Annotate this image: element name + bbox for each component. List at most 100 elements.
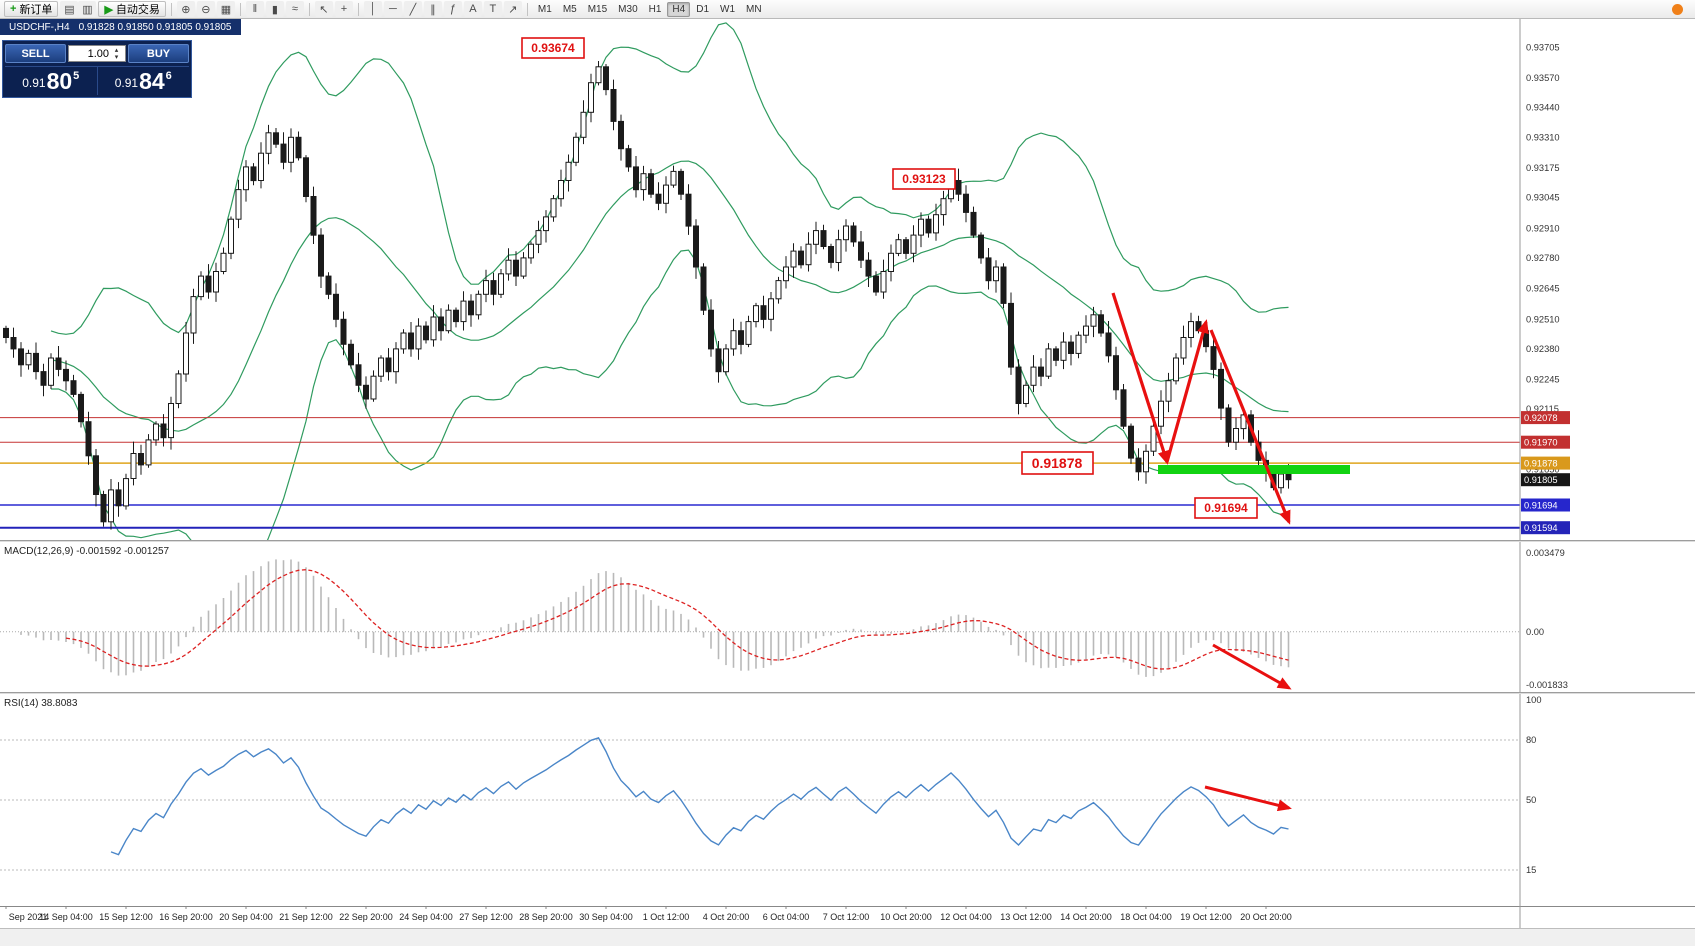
candlestick — [933, 214, 939, 234]
buy-price[interactable]: 0.91 84 6 — [96, 67, 190, 95]
time-axis-label: 12 Oct 04:00 — [940, 912, 992, 922]
panel-divider[interactable] — [0, 692, 1695, 694]
autotrade-button[interactable]: ▶ 自动交易 — [98, 1, 166, 17]
main-chart[interactable]: 0.93674 0.93123 0.91878 0.91694 0.93705 0.935… — [0, 19, 1695, 540]
price-annotation-box[interactable] — [892, 168, 956, 190]
tile-windows-icon[interactable]: ▦ — [216, 1, 235, 17]
candlestick — [1165, 380, 1172, 402]
candlestick — [903, 239, 909, 254]
candlestick — [910, 234, 917, 254]
cursor-icon[interactable]: ↖ — [314, 1, 333, 17]
timeframe-w1[interactable]: W1 — [715, 2, 740, 17]
candlestick — [1030, 366, 1037, 386]
candlestick — [1240, 414, 1247, 430]
buy-button[interactable]: BUY — [128, 44, 189, 63]
timeframe-mn[interactable]: MN — [741, 2, 767, 17]
panel-divider[interactable] — [0, 540, 1695, 542]
candlestick — [190, 296, 197, 334]
trend-arrow[interactable] — [1209, 329, 1291, 525]
lot-size-input[interactable] — [69, 47, 111, 60]
candlestick — [468, 300, 474, 316]
channel-icon[interactable]: ∥ — [423, 1, 442, 17]
macd-panel[interactable]: 0.003479 0.00 -0.001833 MACD(12,26,9) -0.00… — [0, 542, 1695, 692]
arrow-object-icon[interactable]: ↗ — [503, 1, 522, 17]
candlestick — [3, 327, 9, 338]
candlestick — [1210, 346, 1217, 370]
candlestick — [873, 275, 879, 293]
lot-increase-button[interactable]: ▴ — [114, 46, 119, 54]
time-axis-label: 30 Sep 04:00 — [579, 912, 633, 922]
rsi-axis-label: 15 — [1526, 865, 1536, 875]
market-watch-icon[interactable]: ▥ — [78, 1, 97, 17]
status-strip — [0, 928, 1695, 946]
label-icon[interactable]: T — [483, 1, 502, 17]
rsi-axis-label: 80 — [1526, 735, 1536, 745]
timeframe-m15[interactable]: M15 — [583, 2, 612, 17]
sell-button[interactable]: SELL — [5, 44, 66, 63]
trend-arrow[interactable] — [1204, 785, 1292, 812]
candlestick — [693, 225, 699, 268]
candlestick — [378, 357, 384, 377]
line-chart-icon[interactable]: ≈ — [285, 1, 304, 17]
time-axis-label: 10 Oct 20:00 — [880, 912, 932, 922]
candlestick — [1285, 473, 1292, 481]
candlestick — [723, 348, 729, 373]
resistance-line-tag-1 — [1521, 411, 1570, 425]
candlestick-chart-icon[interactable]: ▮ — [265, 1, 284, 17]
candlestick — [1008, 302, 1014, 368]
candlestick — [423, 325, 429, 341]
trend-arrow[interactable] — [1165, 319, 1209, 463]
new-order-button[interactable]: + 新订单 — [4, 1, 59, 17]
zoom-in-icon[interactable]: ⊕ — [176, 1, 195, 17]
crosshair-icon[interactable]: + — [334, 1, 353, 17]
candlestick — [708, 309, 714, 350]
sell-price[interactable]: 0.91 80 5 — [5, 67, 97, 95]
zoom-out-icon[interactable]: ⊖ — [196, 1, 215, 17]
candlestick — [280, 143, 287, 163]
new-order-label: 新订单 — [19, 4, 53, 16]
timeframe-m5[interactable]: M5 — [558, 2, 582, 17]
trend-arrow[interactable] — [1111, 292, 1170, 465]
alert-dot-icon[interactable] — [1672, 3, 1683, 15]
lot-decrease-button[interactable]: ▾ — [114, 53, 119, 61]
candlestick — [550, 198, 557, 218]
price-annotation-box[interactable] — [1021, 451, 1094, 475]
current-price-tag-text: 0.91805 — [1524, 475, 1558, 485]
horizontal-line-icon[interactable]: ─ — [383, 1, 402, 17]
green-highlight-zone[interactable] — [1158, 465, 1350, 474]
candlestick — [790, 250, 797, 268]
timeframe-m1[interactable]: M1 — [533, 2, 557, 17]
timeframe-m30[interactable]: M30 — [613, 2, 642, 17]
price-annotation-text: 0.91878 — [1032, 455, 1083, 471]
candlestick — [595, 66, 602, 84]
price-annotation-box[interactable] — [1194, 497, 1258, 519]
trendline-icon[interactable]: ╱ — [403, 1, 422, 17]
fibonacci-icon[interactable]: ƒ — [443, 1, 462, 17]
candlestick — [1225, 407, 1232, 443]
candlestick — [955, 180, 962, 195]
text-icon[interactable]: A — [463, 1, 482, 17]
rsi-panel[interactable]: 100 80 50 15 RSI(14) 38.8083 — [0, 694, 1695, 906]
candlestick — [655, 193, 662, 204]
bollinger-upper-band — [50, 22, 1289, 335]
candlestick — [258, 152, 264, 181]
candlestick — [895, 239, 902, 254]
vertical-line-icon[interactable]: │ — [363, 1, 382, 17]
price-annotation-text: 0.93123 — [902, 172, 946, 186]
timeframe-h4[interactable]: H4 — [667, 1, 691, 17]
buy-price-big: 84 — [139, 68, 165, 94]
candlestick — [768, 298, 774, 320]
candlestick — [370, 375, 377, 400]
charts-grid-icon[interactable]: ▤ — [60, 1, 79, 17]
candlestick — [685, 193, 692, 227]
candlestick — [40, 371, 47, 386]
timeframe-d1[interactable]: D1 — [691, 2, 714, 17]
time-axis-label: 14 Sep 04:00 — [39, 912, 93, 922]
candlestick — [1053, 348, 1059, 361]
trend-arrow[interactable] — [1212, 643, 1292, 690]
price-annotation-box[interactable] — [521, 37, 585, 59]
timeframe-h1[interactable]: H1 — [644, 2, 667, 17]
candlestick — [588, 82, 594, 113]
bar-chart-icon[interactable]: ‖ — [245, 1, 264, 17]
